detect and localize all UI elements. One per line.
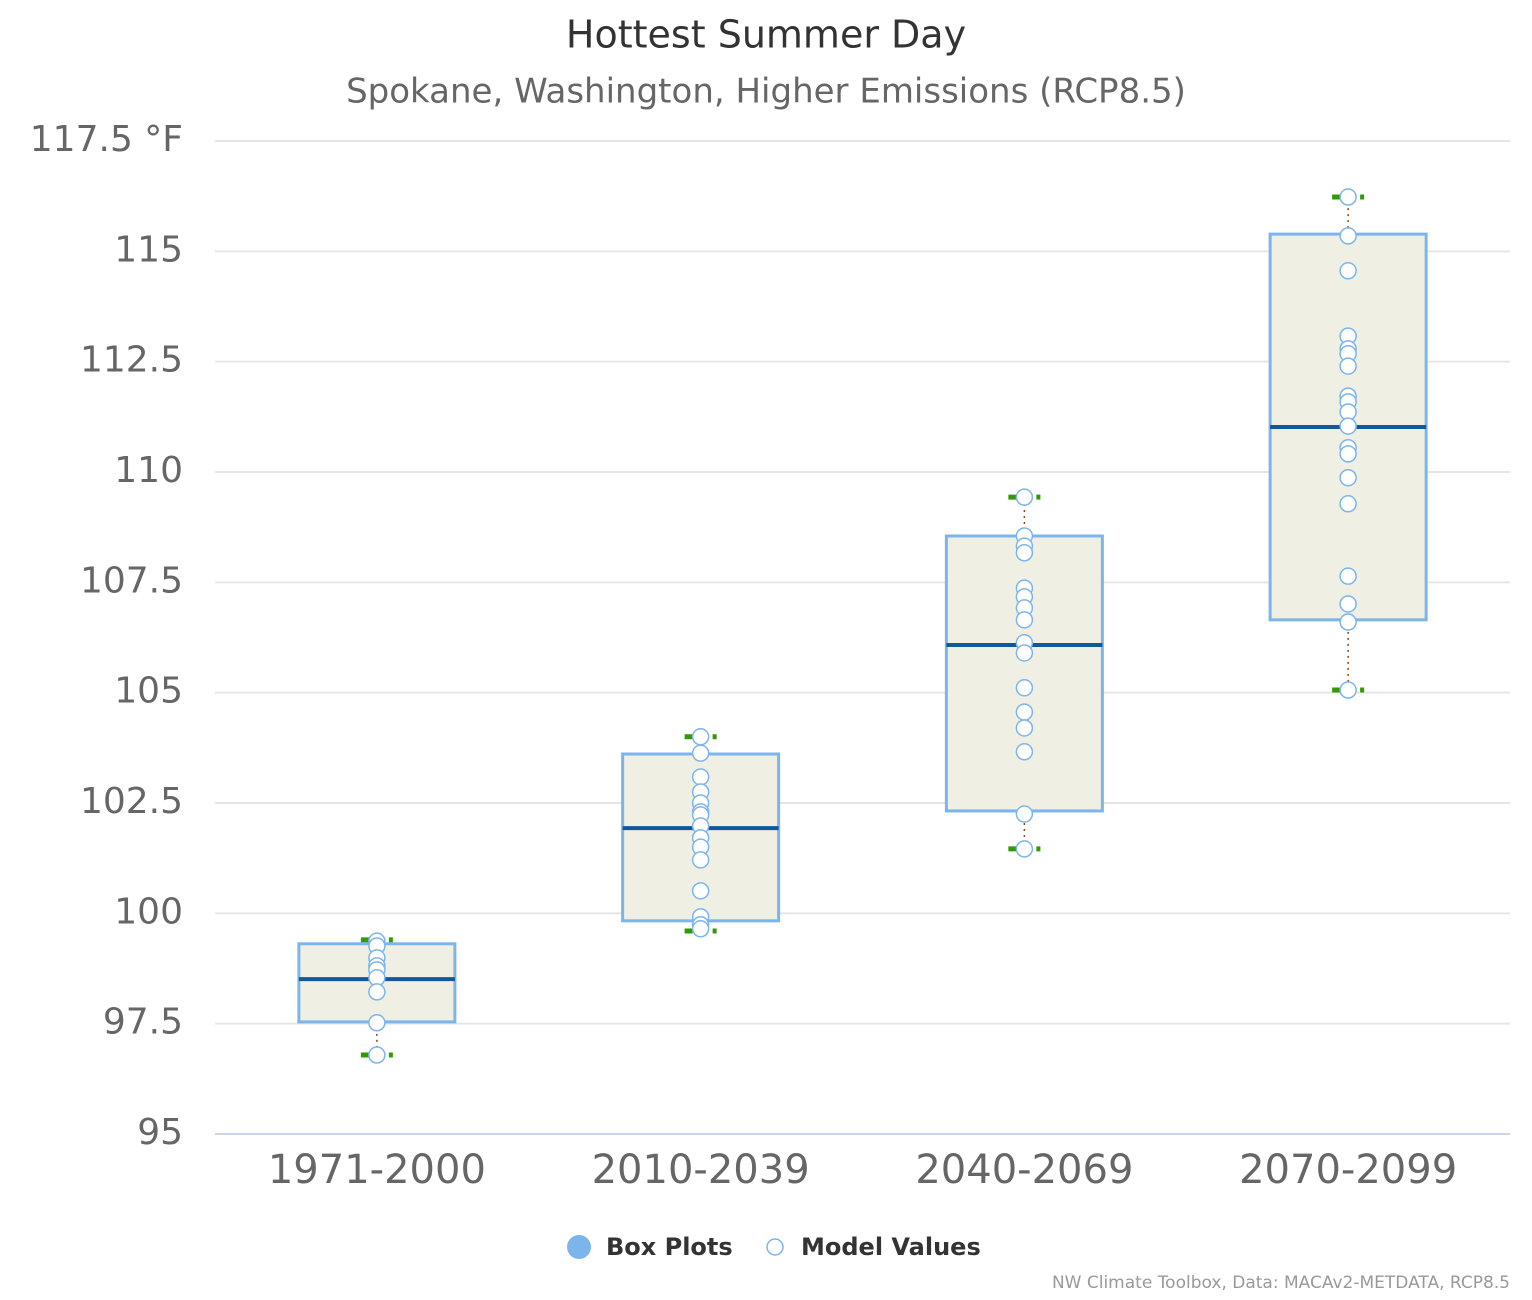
model-point bbox=[1015, 805, 1034, 823]
y-tick-label: 97.5 bbox=[103, 1002, 183, 1043]
model-point bbox=[1339, 188, 1357, 206]
model-point bbox=[1015, 488, 1034, 506]
model-point bbox=[1339, 357, 1357, 375]
model-point bbox=[1015, 703, 1034, 721]
model-point bbox=[1339, 613, 1357, 631]
legend-marker bbox=[567, 1235, 591, 1259]
model-point bbox=[1015, 679, 1034, 697]
model-point bbox=[1339, 567, 1357, 585]
model-point bbox=[1015, 611, 1034, 629]
model-point bbox=[1339, 417, 1357, 435]
legend-label: Box Plots bbox=[606, 1233, 733, 1261]
model-point bbox=[1015, 644, 1034, 662]
legend-marker bbox=[766, 1238, 784, 1256]
x-tick-label: 2070-2099 bbox=[1239, 1147, 1457, 1193]
x-tick-label: 2010-2039 bbox=[592, 1147, 810, 1193]
chart-subtitle: Spokane, Washington, Higher Emissions (R… bbox=[346, 72, 1186, 112]
x-tick-label: 2040-2069 bbox=[915, 1147, 1133, 1193]
model-point bbox=[691, 768, 710, 786]
model-point bbox=[691, 744, 710, 762]
model-point bbox=[1015, 544, 1034, 562]
model-point bbox=[691, 851, 710, 869]
box bbox=[944, 534, 1104, 813]
legend-label: Model Values bbox=[801, 1233, 981, 1261]
model-point bbox=[368, 1046, 386, 1064]
y-tick-label: 105 bbox=[114, 671, 183, 712]
model-point bbox=[691, 882, 710, 900]
model-point bbox=[1339, 468, 1357, 487]
model-point bbox=[691, 920, 710, 938]
model-point bbox=[368, 1014, 386, 1032]
model-point bbox=[1339, 495, 1357, 513]
model-point bbox=[1339, 227, 1357, 245]
model-point bbox=[1339, 262, 1357, 280]
y-tick-label: 100 bbox=[114, 891, 183, 932]
credits: NW Climate Toolbox, Data: MACAv2-METDATA… bbox=[1052, 1273, 1510, 1293]
y-tick-label: 110 bbox=[114, 450, 183, 491]
model-point bbox=[691, 728, 710, 746]
model-point bbox=[1339, 445, 1357, 463]
model-point bbox=[1339, 681, 1357, 699]
y-tick-label: 117.5 °F bbox=[30, 119, 183, 160]
y-tick-label: 112.5 bbox=[80, 340, 183, 381]
y-tick-label: 115 bbox=[114, 229, 183, 270]
model-point bbox=[1015, 840, 1034, 858]
chart-title: Hottest Summer Day bbox=[566, 13, 966, 57]
model-point bbox=[1015, 743, 1034, 761]
y-tick-label: 95 bbox=[137, 1112, 183, 1153]
y-tick-label: 107.5 bbox=[80, 560, 183, 601]
model-point bbox=[1339, 595, 1357, 613]
model-point bbox=[1015, 719, 1034, 737]
x-tick-label: 1971-2000 bbox=[268, 1147, 486, 1193]
y-tick-label: 102.5 bbox=[80, 781, 183, 822]
model-point bbox=[368, 983, 386, 1001]
